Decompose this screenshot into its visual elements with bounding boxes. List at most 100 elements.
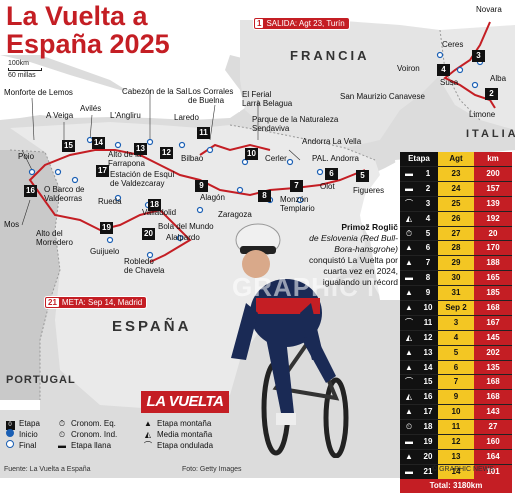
flat-stage-icon: ▬ — [400, 167, 418, 181]
table-row: ▬ 2 24 157 — [400, 180, 512, 196]
place-aviles: Avilés — [80, 104, 102, 113]
stage-marker: 11 — [197, 127, 210, 139]
legend-medium: Media montaña — [157, 430, 213, 439]
medium-stage-icon: ◭ — [400, 211, 418, 226]
stage-marker: 9 — [195, 180, 208, 192]
place-voiron: Voiron — [397, 64, 420, 73]
stage-distance: 139 — [474, 196, 512, 211]
mountain-stage-icon: ▲ — [400, 360, 418, 375]
caption-name: Primož Roglič — [341, 222, 398, 232]
legend-hilly: Etapa ondulada — [157, 441, 214, 450]
table-row: ▲ 7 29 188 — [400, 255, 512, 271]
table-row: ⌒ 3 25 139 — [400, 195, 512, 211]
stage-marker: 8 — [258, 190, 271, 202]
finish-badge-number: 21 — [46, 298, 59, 307]
start-dot-icon — [4, 429, 16, 440]
table-row: ⌒ 15 7 168 — [400, 374, 512, 390]
table-row: ◭ 12 4 145 — [400, 329, 512, 345]
stage-distance: 168 — [474, 390, 512, 405]
stage-distance: 20 — [474, 226, 512, 241]
scale-miles: 60 millas — [8, 72, 36, 79]
stage-date: 25 — [438, 196, 474, 211]
place-olot: Olot — [320, 182, 335, 191]
table-total: Total: 3180km — [400, 478, 512, 493]
stage-marker: 2 — [485, 88, 498, 100]
place-monzon: Monzón Templario — [280, 195, 315, 213]
mountain-stage-icon: ▲ — [400, 241, 418, 256]
country-italy: ITALIA — [466, 128, 515, 140]
stage-number: 19 — [418, 435, 438, 449]
mountain-stage-icon: ▲ — [400, 256, 418, 271]
stage-distance: 157 — [474, 181, 512, 196]
stage-number: 1 — [418, 167, 438, 181]
stage-distance: 168 — [474, 301, 512, 315]
stage-distance: 192 — [474, 211, 512, 226]
table-body: ▬ 1 23 200 ▬ 2 24 157 ⌒ 3 25 139 ◭ 4 26 192 ⏱ 5 27 20 ▲ 6 28 17… — [400, 166, 512, 479]
stage-number: 8 — [418, 271, 438, 286]
stage-distance: 185 — [474, 286, 512, 301]
stage-number: 14 — [418, 360, 438, 375]
place-andorra: Andorra La Vella — [302, 137, 362, 146]
stage-date: 11 — [438, 420, 474, 435]
title-line-2: España 2025 — [6, 29, 170, 59]
flat-stage-icon: ▬ — [58, 441, 66, 450]
stage-date: 14 — [438, 464, 474, 479]
ttt-stage-icon: ⏱ — [400, 226, 418, 241]
caption-country: de Eslovenia — [309, 233, 358, 243]
stage-table: Etapa Agt km ▬ 1 23 200 ▬ 2 24 157 ⌒ 3 25 139 ◭ 4 26 19… — [400, 152, 512, 493]
caption-team: (Red Bull-Bora-hansgrohe) — [334, 233, 398, 254]
stage-number: 9 — [418, 286, 438, 301]
hilly-stage-icon: ⌒ — [400, 375, 418, 390]
stage-number: 15 — [418, 375, 438, 390]
place-san-maurizio: San Maurizio Canavese — [340, 92, 425, 101]
place-parque: Parque de la Naturaleza Sendaviva — [252, 115, 339, 133]
place-alagon: Alagón — [200, 193, 225, 202]
stage-number: 16 — [418, 390, 438, 405]
country-portugal: PORTUGAL — [6, 374, 76, 386]
legend-ttt: Cronom. Eq. — [71, 419, 116, 428]
stage-number: 6 — [418, 241, 438, 256]
stage-marker: 13 — [134, 143, 147, 155]
flat-stage-icon: ▬ — [400, 181, 418, 196]
graphic-credit: © GRAPHIC NEWS — [432, 466, 494, 473]
place-bilbao: Bilbao — [181, 154, 204, 163]
hilly-stage-icon: ⌒ — [400, 315, 418, 330]
stage-date: 5 — [438, 345, 474, 360]
stage-distance: 160 — [474, 435, 512, 449]
flat-stage-icon: ▬ — [400, 271, 418, 286]
stage-distance: 165 — [474, 271, 512, 286]
place-alalpardo: Alalpardo — [166, 233, 200, 242]
place-aveiga: A Veiga — [46, 111, 74, 120]
photo-caption: Primož Roglič de Eslovenia (Red Bull-Bor… — [300, 222, 398, 288]
stage-date: Sep 2 — [438, 301, 474, 315]
place-corrales: Los Corrales de Buelna — [188, 87, 234, 105]
header-stage: Etapa — [408, 154, 430, 163]
stage-distance: 167 — [474, 315, 512, 330]
place-angliru: L'Angliru — [110, 111, 141, 120]
stage-date: 4 — [438, 330, 474, 345]
place-monforte: Monforte de Lemos — [4, 88, 73, 97]
medium-stage-icon: ◭ — [400, 330, 418, 345]
place-cerler: Cerler — [265, 154, 287, 163]
place-feria: El Ferial Larra Belagua — [242, 90, 293, 108]
place-ceres: Ceres — [442, 40, 464, 49]
start-badge-text: SALIDA: Agt 23, Turín — [266, 19, 345, 28]
stage-date: 13 — [438, 449, 474, 464]
place-laredo: Laredo — [174, 113, 199, 122]
place-morredero: Alto del Morredero — [36, 229, 73, 247]
mountain-stage-icon: ▲ — [400, 345, 418, 360]
stage-distance: 143 — [474, 405, 512, 420]
table-row: ▲ 14 6 135 — [400, 359, 512, 375]
place-valladolid: Valladolid — [142, 208, 177, 217]
mountain-stage-icon: ▲ — [144, 419, 152, 428]
start-badge: 1 SALIDA: Agt 23, Turín — [254, 18, 349, 29]
page-title: La Vuelta a España 2025 — [6, 2, 170, 58]
legend-finish: Final — [19, 441, 37, 450]
stage-marker: 20 — [142, 228, 155, 240]
stage-distance: 188 — [474, 256, 512, 271]
photo-credit: Foto: Getty Images — [182, 466, 242, 473]
hilly-stage-icon: ⌒ — [144, 441, 152, 450]
stage-number: 21 — [418, 464, 438, 479]
table-row: ⏲ 18 11 27 — [400, 419, 512, 435]
stage-date: 27 — [438, 226, 474, 241]
